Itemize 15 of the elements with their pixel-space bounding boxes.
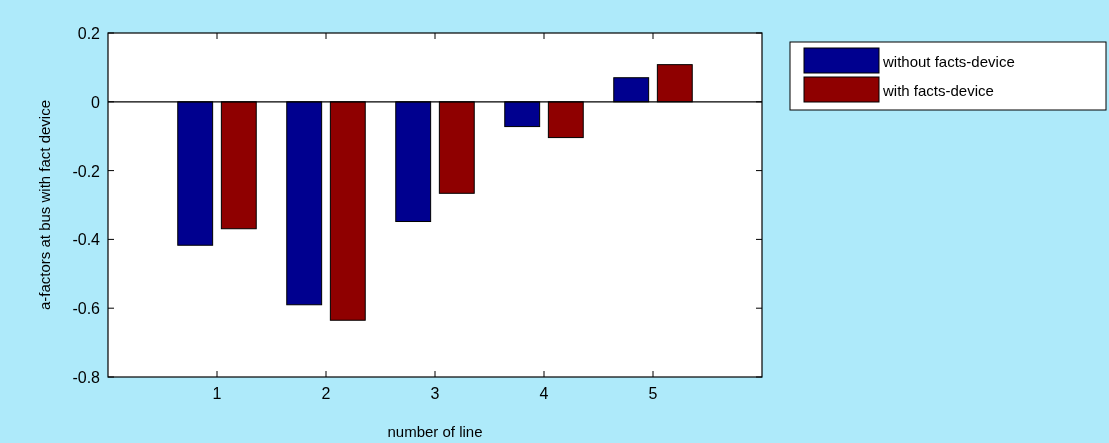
x-tick-label: 2 [321, 385, 331, 402]
x-tick-label: 1 [212, 385, 222, 402]
x-axis-title: number of line [387, 423, 483, 440]
x-tick-label: 4 [539, 385, 549, 402]
y-axis-title: a-factors at bus with fact device [36, 99, 53, 311]
legend-label: without facts-device [882, 53, 1015, 70]
x-tick-label: 3 [430, 385, 440, 402]
y-tick-label: -0.8 [72, 369, 101, 386]
legend-label: with facts-device [882, 82, 994, 99]
y-tick-label: 0 [91, 93, 101, 111]
y-tick-label: 0.2 [77, 25, 101, 42]
x-tick-label: 5 [648, 385, 658, 402]
y-tick-label: -0.2 [72, 162, 101, 180]
y-tick-label: -0.4 [72, 231, 101, 249]
y-tick-label: -0.6 [72, 300, 101, 318]
